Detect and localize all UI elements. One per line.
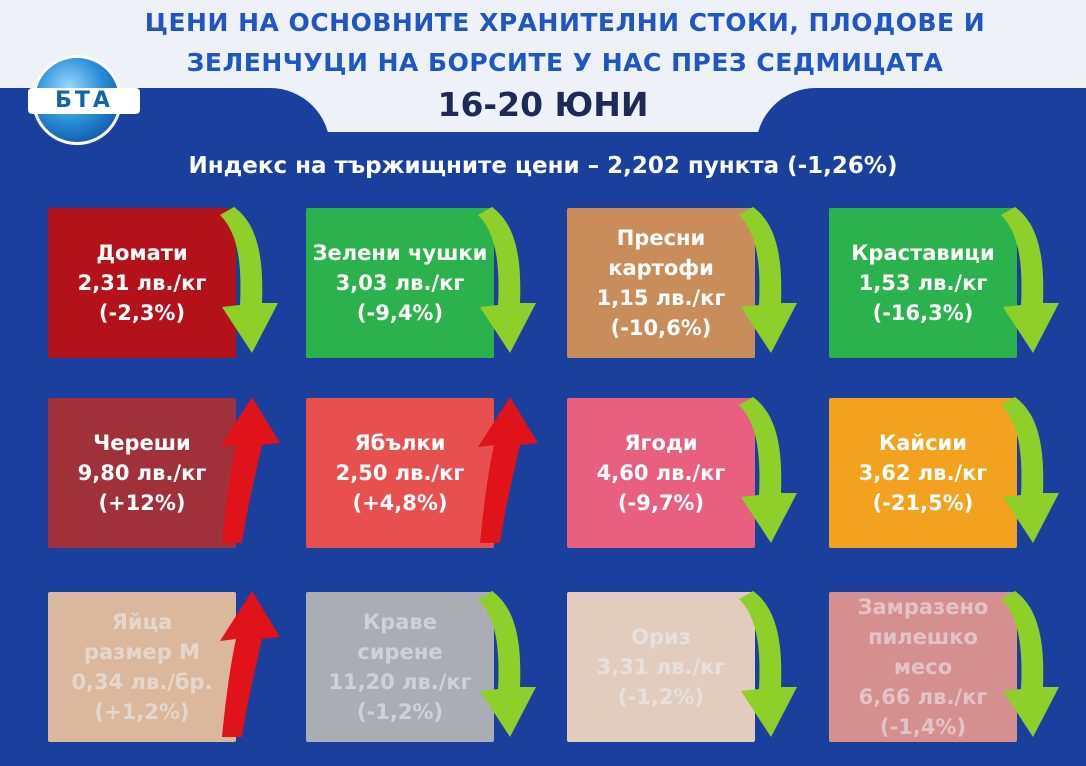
card-text: Домати 2,31 лв./кг (-2,3%) <box>48 208 236 358</box>
price-card: Краставици 1,53 лв./кг (-16,3%) <box>829 208 1017 358</box>
item-price: 3,62 лв./кг <box>858 461 988 485</box>
arrow-down-icon <box>478 591 536 737</box>
price-card: Яйца размер М 0,34 лв./бр. (+1,2%) <box>48 592 236 742</box>
item-change: (-16,3%) <box>872 301 974 325</box>
item-name: Череши <box>93 431 191 455</box>
arrow-down-icon <box>478 207 536 353</box>
item-change: (+4,8%) <box>352 491 448 515</box>
item-price: 3,03 лв./кг <box>335 271 465 295</box>
title-line-1: ЦЕНИ НА ОСНОВНИТЕ ХРАНИТЕЛНИ СТОКИ, ПЛОД… <box>144 8 986 37</box>
header-curve-right <box>756 88 1086 148</box>
item-name: Замразено <box>857 595 989 619</box>
arrow-shape <box>1001 591 1059 737</box>
item-name: Ориз <box>631 625 691 649</box>
arrow-down-icon <box>220 207 278 353</box>
arrow-shape <box>220 397 280 543</box>
price-card: Домати 2,31 лв./кг (-2,3%) <box>48 208 236 358</box>
arrow-shape <box>478 207 536 353</box>
item-change: (+12%) <box>98 491 186 515</box>
item-name: Краставици <box>851 241 995 265</box>
item-change: (-21,5%) <box>872 491 974 515</box>
bta-logo: БТА <box>28 55 146 145</box>
arrow-shape <box>220 207 278 353</box>
item-change: (-9,4%) <box>356 301 444 325</box>
price-card: Замразено пилешко месо 6,66 лв./кг (-1,4%) <box>829 592 1017 742</box>
price-card: Кайсии 3,62 лв./кг (-21,5%) <box>829 398 1017 548</box>
card-text: Ориз 3,31 лв./кг (-1,2%) <box>567 592 755 742</box>
item-change: (-1,2%) <box>617 685 705 709</box>
arrow-shape <box>739 207 797 353</box>
date-range: 16-20 ЮНИ <box>437 85 649 124</box>
item-price: 2,50 лв./кг <box>335 461 465 485</box>
card-text: Ябълки 2,50 лв./кг (+4,8%) <box>306 398 494 548</box>
arrow-shape <box>478 591 536 737</box>
item-price: 0,34 лв./бр. <box>71 670 213 694</box>
item-name: Кайсии <box>879 431 967 455</box>
price-card: Ориз 3,31 лв./кг (-1,2%) <box>567 592 755 742</box>
arrow-shape <box>478 397 538 543</box>
item-change: (-10,6%) <box>610 316 712 340</box>
item-name: сирене <box>357 640 443 664</box>
item-name: Ягоди <box>624 431 698 455</box>
card-text: Ягоди 4,60 лв./кг (-9,7%) <box>567 398 755 548</box>
price-card: Зелени чушки 3,03 лв./кг (-9,4%) <box>306 208 494 358</box>
item-price: 4,60 лв./кг <box>596 461 726 485</box>
price-card: Ябълки 2,50 лв./кг (+4,8%) <box>306 398 494 548</box>
card-text: Череши 9,80 лв./кг (+12%) <box>48 398 236 548</box>
item-change: (-1,4%) <box>879 715 967 739</box>
card-text: Зелени чушки 3,03 лв./кг (-9,4%) <box>306 208 494 358</box>
item-name: картофи <box>608 256 714 280</box>
card-text: Замразено пилешко месо 6,66 лв./кг (-1,4%) <box>829 592 1017 742</box>
arrow-down-icon <box>1001 397 1059 543</box>
item-name: Ябълки <box>354 431 446 455</box>
price-index-subtitle: Индекс на тържищните цени – 2,202 пункта… <box>188 153 898 179</box>
arrow-shape <box>739 591 797 737</box>
item-name: Зелени чушки <box>312 241 488 265</box>
arrow-shape <box>1001 397 1059 543</box>
arrow-down-icon <box>1001 591 1059 737</box>
arrow-down-icon <box>739 397 797 543</box>
card-text: Яйца размер М 0,34 лв./бр. (+1,2%) <box>48 592 236 742</box>
item-price: 6,66 лв./кг <box>858 685 988 709</box>
item-price: 9,80 лв./кг <box>77 461 207 485</box>
item-price: 1,53 лв./кг <box>858 271 988 295</box>
arrow-up-icon <box>220 591 280 737</box>
card-text: Краве сирене 11,20 лв./кг (-1,2%) <box>306 592 494 742</box>
arrow-down-icon <box>1001 207 1059 353</box>
item-name: Домати <box>96 241 188 265</box>
arrow-up-icon <box>478 397 538 543</box>
price-card: Краве сирене 11,20 лв./кг (-1,2%) <box>306 592 494 742</box>
arrow-down-icon <box>739 207 797 353</box>
price-card: Ягоди 4,60 лв./кг (-9,7%) <box>567 398 755 548</box>
item-change: (-9,7%) <box>617 491 705 515</box>
item-name: Пресни <box>616 226 706 250</box>
item-change: (+1,2%) <box>94 700 190 724</box>
card-text: Пресни картофи 1,15 лв./кг (-10,6%) <box>567 208 755 358</box>
logo-text: БТА <box>28 88 140 114</box>
arrow-shape <box>220 591 280 737</box>
item-price: 3,31 лв./кг <box>596 655 726 679</box>
item-change: (-2,3%) <box>98 301 186 325</box>
item-price: 1,15 лв./кг <box>596 286 726 310</box>
arrow-shape <box>1001 207 1059 353</box>
price-card: Череши 9,80 лв./кг (+12%) <box>48 398 236 548</box>
item-name: Яйца <box>111 610 173 634</box>
price-card: Пресни картофи 1,15 лв./кг (-10,6%) <box>567 208 755 358</box>
item-change: (-1,2%) <box>356 700 444 724</box>
item-name: размер М <box>83 640 201 664</box>
item-price: 11,20 лв./кг <box>328 670 472 694</box>
item-price: 2,31 лв./кг <box>77 271 207 295</box>
arrow-up-icon <box>220 397 280 543</box>
arrow-shape <box>739 397 797 543</box>
card-text: Краставици 1,53 лв./кг (-16,3%) <box>829 208 1017 358</box>
item-name: пилешко <box>868 625 978 649</box>
card-text: Кайсии 3,62 лв./кг (-21,5%) <box>829 398 1017 548</box>
arrow-down-icon <box>739 591 797 737</box>
title-line-2: ЗЕЛЕНЧУЦИ НА БОРСИТЕ У НАС ПРЕЗ СЕДМИЦАТ… <box>186 48 944 77</box>
item-name: месо <box>893 655 953 679</box>
item-name: Краве <box>363 610 437 634</box>
